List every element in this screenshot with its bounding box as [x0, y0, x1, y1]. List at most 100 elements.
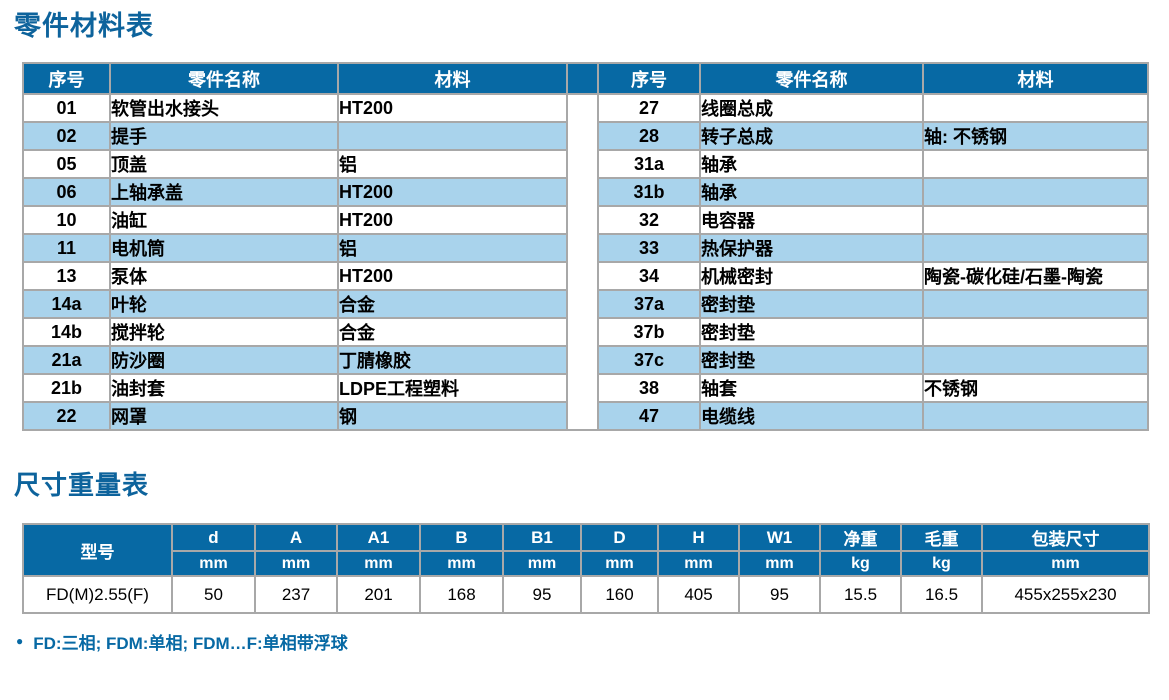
- part-name: 软管出水接头: [109, 93, 339, 123]
- value-package-size: 455x255x230: [981, 575, 1150, 614]
- part-material: [922, 289, 1149, 319]
- dimensions-weight-table: 型号 d A A1 B B1 D H W1 净重 毛重 包装尺寸 mm mm m…: [22, 523, 1150, 614]
- part-name: 密封垫: [699, 289, 924, 319]
- col-w1: W1: [738, 523, 821, 552]
- part-material: [337, 121, 568, 151]
- part-no: 38: [597, 373, 701, 403]
- header-no-right: 序号: [597, 62, 701, 95]
- part-name: 叶轮: [109, 289, 339, 319]
- part-no: 22: [22, 401, 111, 431]
- parts-row: 02 提手 28 转子总成 轴: 不锈钢: [22, 121, 1149, 151]
- part-no: 10: [22, 205, 111, 235]
- parts-row: 14b 搅拌轮 合金 37b 密封垫: [22, 317, 1149, 347]
- unit-gross-weight: kg: [900, 550, 983, 577]
- part-no: 47: [597, 401, 701, 431]
- dims-header-row: 型号 d A A1 B B1 D H W1 净重 毛重 包装尺寸: [22, 523, 1150, 577]
- part-name: 油缸: [109, 205, 339, 235]
- part-material: 铝: [337, 233, 568, 263]
- col-b: B: [419, 523, 504, 552]
- part-material: 不锈钢: [922, 373, 1149, 403]
- value-a1: 201: [336, 575, 421, 614]
- col-net-weight: 净重: [819, 523, 902, 552]
- part-name: 机械密封: [699, 261, 924, 291]
- part-name: 防沙圈: [109, 345, 339, 375]
- part-material: [922, 317, 1149, 347]
- col-dd: D: [580, 523, 659, 552]
- part-no: 33: [597, 233, 701, 263]
- part-name: 提手: [109, 121, 339, 151]
- part-no: 21b: [22, 373, 111, 403]
- part-no: 31a: [597, 149, 701, 179]
- part-material: [922, 93, 1149, 123]
- part-name: 密封垫: [699, 345, 924, 375]
- part-material: [922, 233, 1149, 263]
- part-no: 02: [22, 121, 111, 151]
- part-no: 37a: [597, 289, 701, 319]
- part-name: 线圈总成: [699, 93, 924, 123]
- header-material-left: 材料: [337, 62, 568, 95]
- part-name: 油封套: [109, 373, 339, 403]
- part-no: 06: [22, 177, 111, 207]
- unit-a: mm: [254, 550, 338, 577]
- part-no: 27: [597, 93, 701, 123]
- part-material: 合金: [337, 289, 568, 319]
- part-material: [922, 345, 1149, 375]
- part-material: 陶瓷-碳化硅/石墨-陶瓷: [922, 261, 1149, 291]
- parts-row: 11 电机筒 铝 33 热保护器: [22, 233, 1149, 263]
- part-no: 21a: [22, 345, 111, 375]
- value-gross-weight: 16.5: [900, 575, 983, 614]
- header-gap-spacer: [566, 62, 599, 95]
- parts-row: 21a 防沙圈 丁腈橡胶 37c 密封垫: [22, 345, 1149, 375]
- part-material: [922, 149, 1149, 179]
- unit-h: mm: [657, 550, 740, 577]
- part-no: 37b: [597, 317, 701, 347]
- dims-units-row: mm mm mm mm mm mm mm mm kg kg mm: [23, 550, 1150, 577]
- part-material: 钢: [337, 401, 568, 431]
- part-name: 轴套: [699, 373, 924, 403]
- part-material: HT200: [337, 205, 568, 235]
- dimensions-table-title: 尺寸重量表: [14, 470, 150, 500]
- col-gross-weight: 毛重: [900, 523, 983, 552]
- part-name: 搅拌轮: [109, 317, 339, 347]
- parts-header-row: 序号 零件名称 材料 序号 零件名称 材料: [22, 62, 1149, 95]
- col-a: A: [254, 523, 338, 552]
- table-gap-spacer: [566, 93, 599, 431]
- part-name: 轴承: [699, 149, 924, 179]
- unit-dd: mm: [580, 550, 659, 577]
- part-no: 13: [22, 261, 111, 291]
- part-name: 转子总成: [699, 121, 924, 151]
- value-d: 50: [171, 575, 256, 614]
- header-name-left: 零件名称: [109, 62, 339, 95]
- part-material: LDPE工程塑料: [337, 373, 568, 403]
- model-cell: FD(M)2.55(F): [22, 575, 173, 614]
- parts-row: 21b 油封套 LDPE工程塑料 38 轴套 不锈钢: [22, 373, 1149, 403]
- part-name: 电缆线: [699, 401, 924, 431]
- value-dd: 160: [580, 575, 659, 614]
- part-no: 01: [22, 93, 111, 123]
- unit-a1: mm: [336, 550, 421, 577]
- parts-row: 10 油缸 HT200 32 电容器: [22, 205, 1149, 235]
- part-name: 密封垫: [699, 317, 924, 347]
- col-a1: A1: [336, 523, 421, 552]
- parts-row: 05 顶盖 铝 31a 轴承: [22, 149, 1149, 179]
- parts-material-table: 序号 零件名称 材料 序号 零件名称 材料 01 软管出水接头 HT200 27…: [22, 62, 1149, 431]
- part-material: HT200: [337, 93, 568, 123]
- part-name: 电机筒: [109, 233, 339, 263]
- value-b1: 95: [502, 575, 582, 614]
- part-material: [922, 401, 1149, 431]
- part-material: 丁腈橡胶: [337, 345, 568, 375]
- part-no: 34: [597, 261, 701, 291]
- col-b1: B1: [502, 523, 582, 552]
- header-name-right: 零件名称: [699, 62, 924, 95]
- parts-row: 13 泵体 HT200 34 机械密封 陶瓷-碳化硅/石墨-陶瓷: [22, 261, 1149, 291]
- col-model: 型号: [22, 523, 173, 577]
- unit-net-weight: kg: [819, 550, 902, 577]
- col-package-size: 包装尺寸: [981, 523, 1150, 552]
- part-material: HT200: [337, 261, 568, 291]
- part-name: 网罩: [109, 401, 339, 431]
- parts-row: 22 网罩 钢 47 电缆线: [22, 401, 1149, 431]
- parts-row: 14a 叶轮 合金 37a 密封垫: [22, 289, 1149, 319]
- value-h: 405: [657, 575, 740, 614]
- unit-b1: mm: [502, 550, 582, 577]
- part-material: [922, 205, 1149, 235]
